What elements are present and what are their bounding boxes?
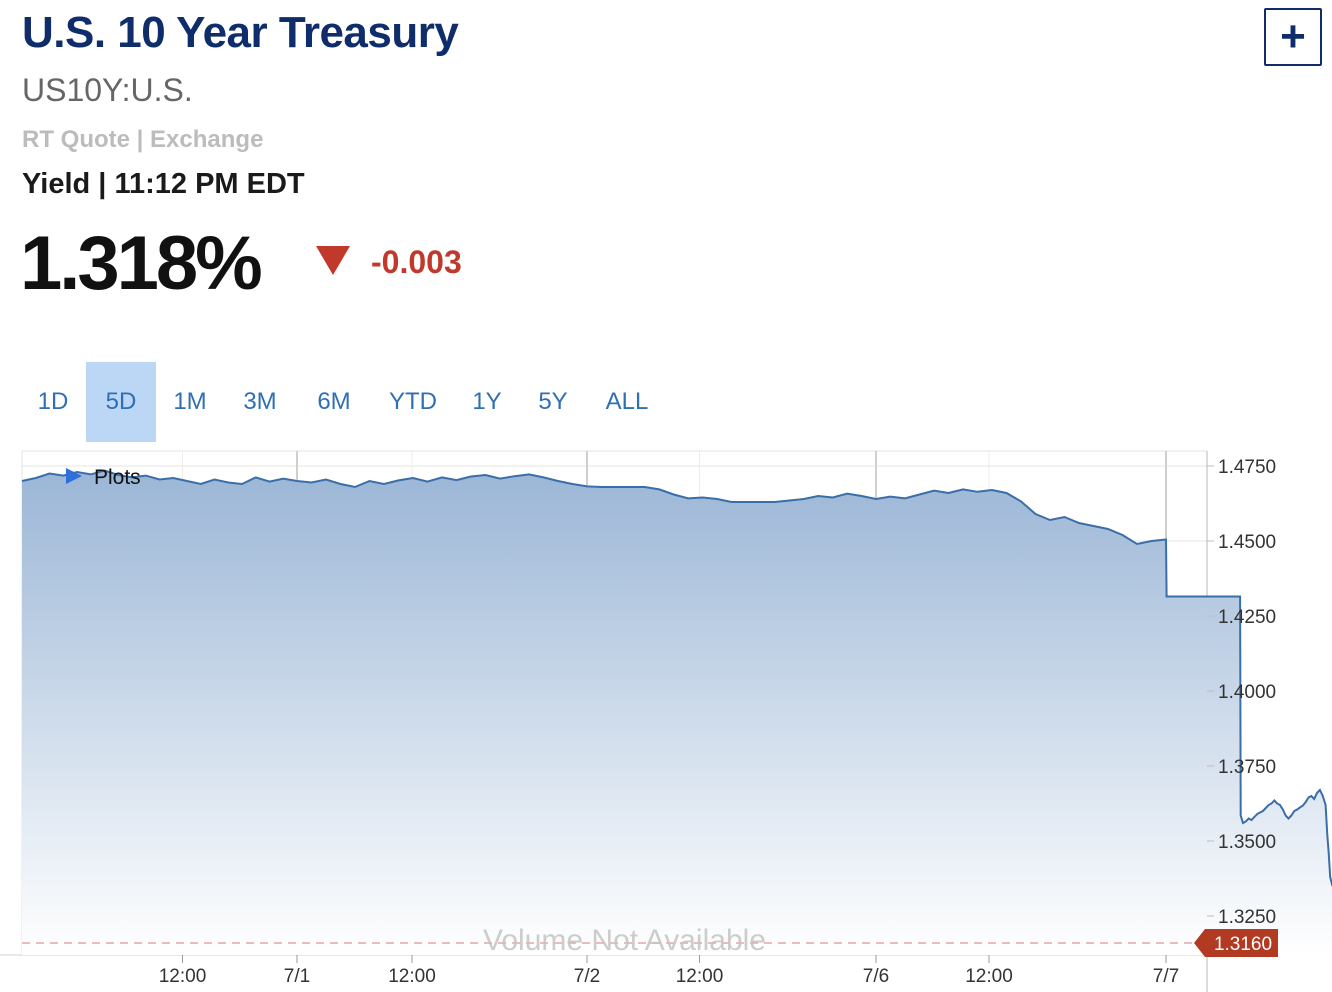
x-tick-label: 7/7 [1153, 966, 1179, 987]
yield-chart: Volume Not Available Plots 1.4750 1.4500 1… [0, 450, 1332, 992]
plots-toggle[interactable]: Plots [66, 466, 141, 489]
x-tick-label: 7/1 [284, 966, 310, 987]
y-tick-label: 1.4500 [1218, 532, 1276, 553]
tab-1y[interactable]: 1Y [472, 388, 502, 415]
tab-5d[interactable]: 5D [86, 362, 156, 442]
y-tick-label: 1.3500 [1218, 832, 1276, 853]
tab-1m[interactable]: 1M [173, 388, 207, 415]
tab-all[interactable]: ALL [605, 388, 649, 415]
y-tick-label: 1.3750 [1218, 757, 1276, 778]
y-tick-label: 1.3250 [1218, 907, 1276, 928]
yield-timestamp: Yield | 11:12 PM EDT [22, 168, 305, 200]
current-value-tag [1194, 929, 1278, 957]
x-tick-label: 12:00 [159, 966, 207, 987]
x-tick-label: 7/6 [863, 966, 889, 987]
x-tick-label: 7/2 [574, 966, 600, 987]
series-area [22, 470, 1332, 955]
page-title: U.S. 10 Year Treasury [22, 8, 459, 57]
tab-1d[interactable]: 1D [37, 388, 69, 415]
last-price: 1.318% [20, 221, 263, 306]
down-arrow-icon [316, 246, 350, 275]
tab-6m[interactable]: 6M [317, 388, 351, 415]
x-tick-label: 12:00 [676, 966, 724, 987]
y-tick-label: 1.4250 [1218, 607, 1276, 628]
current-value-label: 1.3160 [1214, 934, 1272, 955]
tab-5y[interactable]: 5Y [538, 388, 568, 415]
tab-3m[interactable]: 3M [243, 388, 277, 415]
series-line [21, 469, 1332, 887]
y-tick-label: 1.4750 [1218, 457, 1276, 478]
play-triangle-icon [66, 468, 82, 484]
ticker-symbol: US10Y:U.S. [22, 72, 193, 108]
plots-label: Plots [94, 466, 141, 489]
volume-note: Volume Not Available [483, 924, 766, 957]
add-to-watchlist-button[interactable]: + [1264, 8, 1322, 66]
y-tick-label: 1.4000 [1218, 682, 1276, 703]
tab-ytd[interactable]: YTD [389, 388, 437, 415]
x-tick-label: 12:00 [388, 966, 436, 987]
x-tick-label: 12:00 [965, 966, 1013, 987]
price-change: -0.003 [371, 244, 462, 280]
quote-source: RT Quote | Exchange [22, 126, 264, 153]
